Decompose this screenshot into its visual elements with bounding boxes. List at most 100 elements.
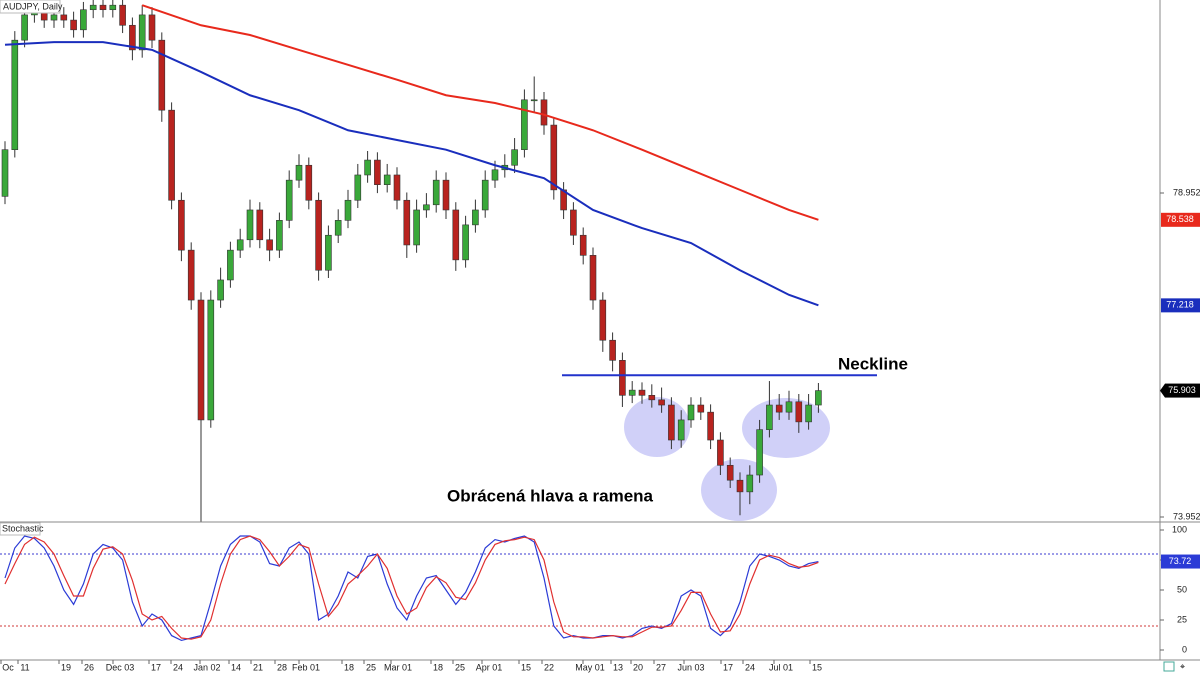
x-tick-label: Dec 03 [106,662,135,672]
x-tick-label: Feb 01 [292,662,320,672]
candle-body [266,239,273,251]
candle-body [481,179,489,211]
x-tick-label: Jun 03 [677,662,704,672]
candle-body [158,39,166,111]
x-tick-label: 20 [633,662,643,672]
price-badge [1165,383,1200,398]
x-tick-label: Jul 01 [769,662,793,672]
candle-body [491,169,499,181]
candle-body [717,439,724,466]
x-tick-label: 18 [433,662,443,672]
candle-body [227,249,234,281]
x-tick-label: 22 [544,662,554,672]
candle-body [619,360,626,396]
x-tick-label: 13 [613,662,623,672]
candle-body [119,4,126,26]
candle-body [276,220,283,251]
neckline-label: Neckline [838,354,908,373]
symbol-box [0,0,61,14]
candle-body [70,19,77,31]
x-tick-label: Mar 01 [384,662,412,672]
candle-body [677,419,685,441]
candle-body [805,404,812,423]
candle-body [138,14,146,51]
candle-body [648,395,656,401]
stoch-line [4,535,819,640]
candle-body [736,479,744,493]
candle-body [472,209,479,226]
candle-body [452,209,460,261]
candle-body [795,401,803,423]
candle-body [50,14,58,21]
stoch-y-tick-label: 50 [1177,584,1187,594]
marks [0,0,1160,642]
x-tick-label: 17 [723,662,733,672]
candle-body [726,464,734,481]
candle-body [423,204,430,211]
pattern-annotation: Obrácená hlava a ramena [447,486,654,505]
candle-body [609,339,616,361]
candle-body [707,411,714,441]
candle-body [550,124,558,191]
candle-body [129,24,136,51]
candle-body [99,4,107,11]
candle-body [325,234,332,271]
candle-body [570,209,577,236]
candle-body [766,404,773,430]
candle-body [775,404,783,413]
candle-body [197,299,205,421]
x-tick-label: Jan 02 [193,662,220,672]
stoch-badge [1161,554,1200,569]
candle-body [89,4,97,11]
x-tick-label: 26 [84,662,94,672]
candle-body [413,209,420,246]
candle-body [354,174,362,201]
stoch-y-tick-label: 0 [1182,644,1187,654]
candle-body [334,220,342,236]
candle-body [246,209,254,241]
candle-body [178,199,185,251]
x-tick-label: Oc [2,662,14,672]
candle-body [11,39,19,150]
candle-body [462,224,469,261]
candle-body [315,199,322,271]
x-tick-label: 17 [151,662,161,672]
candle-body [187,249,195,301]
candle-body [628,389,636,396]
candle-body [530,99,538,102]
x-tick-label: 19 [61,662,71,672]
candle-body [511,149,518,166]
candle-body [295,164,303,181]
x-tick-label: 25 [366,662,376,672]
candle-body [393,174,401,201]
price-badge-label: 78.538 [1166,214,1194,224]
candle-body [168,109,175,201]
candle-body [521,99,528,150]
candle-body [80,9,87,31]
candle-body [658,399,665,406]
icon-windows[interactable] [1163,661,1175,672]
symbol-title: AUDJPY, Daily [3,1,63,11]
candle-body [589,255,597,301]
candle-body [403,199,411,246]
candle-body [207,299,215,421]
candle-body [285,179,293,221]
candle-body [785,401,793,413]
candle-body [540,99,548,126]
candle-body [383,174,391,185]
x-tick-label: 24 [745,662,755,672]
y-tick-label: 78.952 [1173,187,1200,197]
price-badge-label: 77.218 [1166,300,1194,310]
candle-body [746,474,754,493]
candle-body [442,179,450,211]
x-tick-label: 11 [20,662,29,672]
candle-body [579,234,587,256]
x-tick-label: 14 [231,662,241,672]
x-tick-label: 24 [173,662,183,672]
x-tick-label: 15 [812,662,822,672]
stoch-badge-label: 73.72 [1169,556,1192,566]
x-tick-label: 27 [656,662,666,672]
x-tick-label: Apr 01 [476,662,503,672]
candle-body [599,299,607,341]
icon-cursor[interactable]: ⌖ [1180,661,1185,671]
